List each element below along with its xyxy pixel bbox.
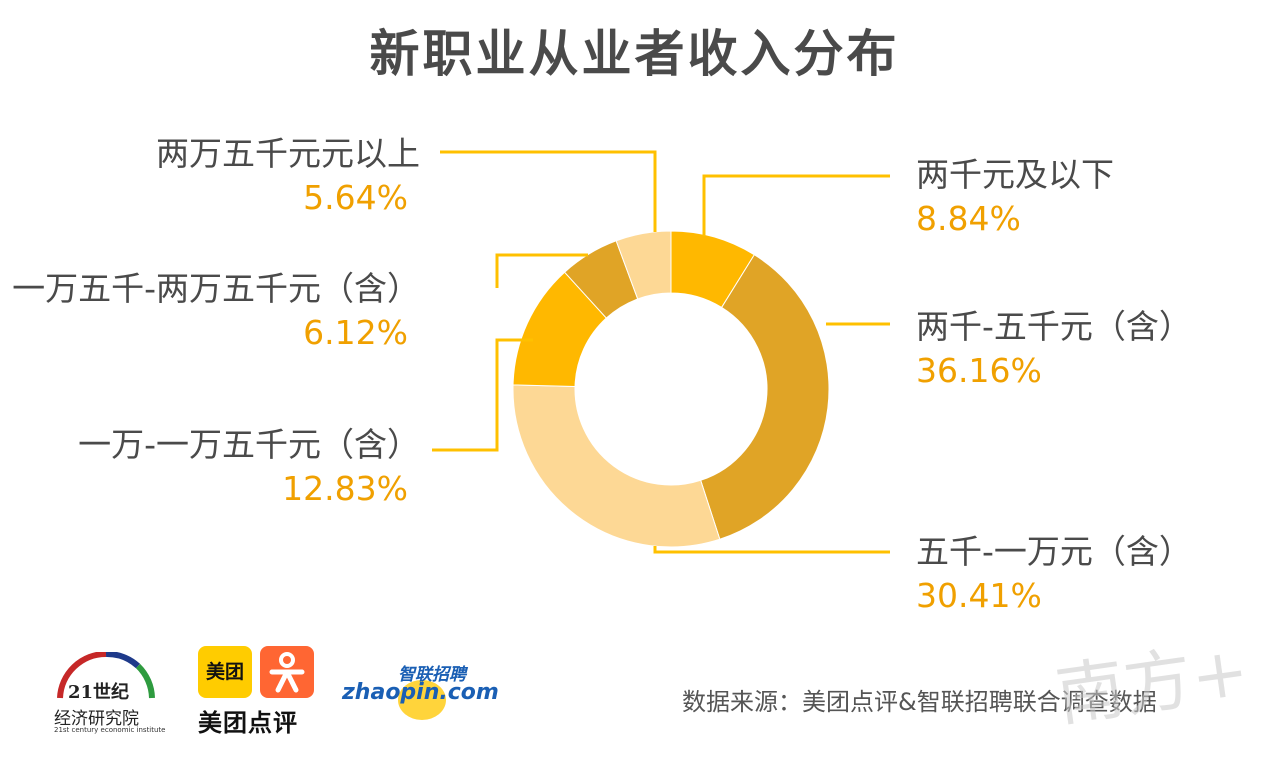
leader-line-4 xyxy=(495,253,588,288)
slice-value-2: 30.41% xyxy=(916,576,1042,615)
slice-label-2: 五千-一万元（含） xyxy=(916,532,1192,571)
leader-lines xyxy=(432,150,890,554)
logo-arc-icon xyxy=(57,652,155,699)
logo-21-line2: 经济研究院 xyxy=(54,709,139,729)
meituan-dianping-wordmark: 美团点评 xyxy=(198,709,298,737)
donut-slices xyxy=(512,230,830,548)
leader-line-3 xyxy=(432,338,533,452)
zhaopin-logo-en: zhaopin.com xyxy=(342,680,499,705)
slice-value-5: 5.64% xyxy=(303,178,408,217)
slice-value-4: 6.12% xyxy=(303,313,408,352)
slice-label-0: 两千元及以下 xyxy=(916,155,1114,194)
donut-slice-1 xyxy=(700,254,830,540)
data-source-note: 数据来源：美团点评&智联招聘联合调查数据 xyxy=(682,688,1157,716)
donut-slice-5 xyxy=(615,230,672,300)
donut-slice-2 xyxy=(512,384,721,548)
slice-label-1: 两千-五千元（含） xyxy=(916,307,1192,346)
income-donut-chart: 两千元及以下 8.84% 两千-五千元（含） 36.16% 五千-一万元（含） 30.41… xyxy=(12,134,1192,615)
slice-value-3: 12.83% xyxy=(282,469,408,508)
slice-value-0: 8.84% xyxy=(916,199,1021,238)
logo-21-line3: 21st century economic institute xyxy=(54,726,166,734)
zhaopin-logo: 智联招聘 zhaopin.com xyxy=(342,660,499,720)
zhaopin-logo-cn: 智联招聘 xyxy=(398,665,466,685)
meituan-logo: 美团 xyxy=(198,646,252,698)
dianping-logo-icon xyxy=(260,646,314,698)
slice-label-5: 两万五千元元以上 xyxy=(156,134,420,173)
chart-title: 新职业从业者收入分布 xyxy=(369,25,900,83)
slice-label-4: 一万五千-两万五千元（含） xyxy=(12,269,420,308)
leader-line-2 xyxy=(653,546,890,554)
21st-century-institute-logo: 21世纪 经济研究院 21st century economic institu… xyxy=(52,652,166,738)
logo-21-line1: 21世纪 xyxy=(68,682,130,703)
leader-line-0 xyxy=(702,174,890,236)
slice-label-3: 一万-一万五千元（含） xyxy=(78,425,420,464)
slice-labels: 两千元及以下 8.84% 两千-五千元（含） 36.16% 五千-一万元（含） 30.41… xyxy=(12,134,1192,615)
leader-line-5 xyxy=(440,150,657,232)
slice-value-1: 36.16% xyxy=(916,351,1042,390)
